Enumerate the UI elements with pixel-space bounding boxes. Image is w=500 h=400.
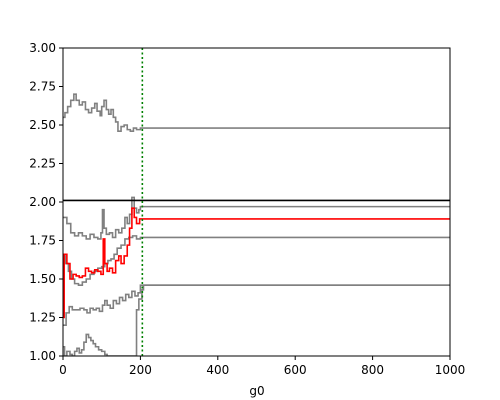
gray-series-line-1 [63, 93, 450, 132]
red-series-line [63, 207, 450, 319]
y-tick-label: 3.00 [29, 41, 56, 55]
x-tick-label: 600 [284, 363, 307, 377]
y-tick-label: 1.25 [29, 311, 56, 325]
x-tick-label: 1000 [435, 363, 466, 377]
gray-series-line-4 [63, 284, 450, 326]
x-tick-label: 400 [206, 363, 229, 377]
y-tick-label: 2.50 [29, 118, 56, 132]
x-tick-label: 800 [361, 363, 384, 377]
y-tick-label: 1.75 [29, 234, 56, 248]
x-tick-label: 200 [129, 363, 152, 377]
y-tick-label: 2.75 [29, 80, 56, 94]
axes: 0 200 400 600 800 1000 1.00 1.25 1.50 1.75 2.00 2.2… [29, 41, 465, 377]
plot-area [63, 48, 450, 356]
x-axis-label: g0 [249, 384, 264, 398]
y-tick-label: 2.00 [29, 195, 56, 209]
y-tick-label: 1.50 [29, 272, 56, 286]
gray-series-line-2 [63, 196, 450, 240]
x-tick-label: 0 [59, 363, 67, 377]
y-tick-label: 2.25 [29, 157, 56, 171]
y-tick-label: 1.00 [29, 349, 56, 363]
